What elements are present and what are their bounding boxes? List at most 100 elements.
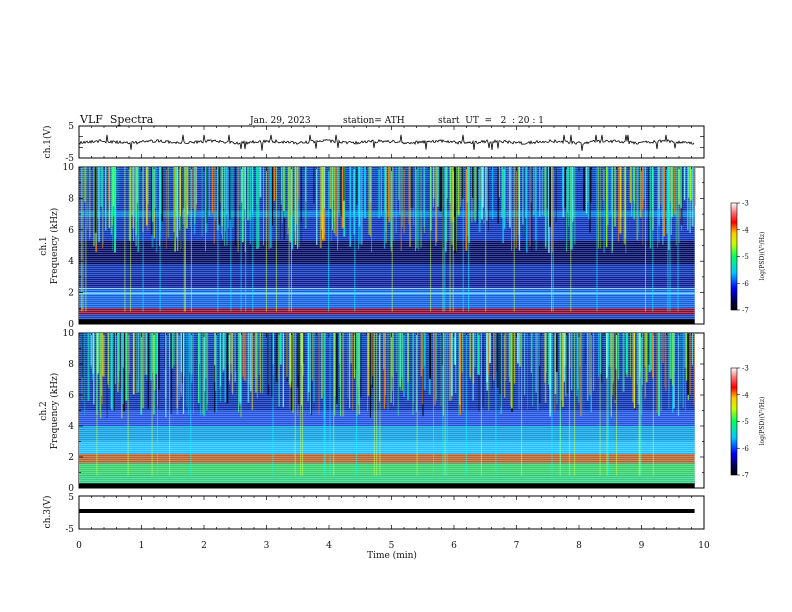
sferic-streak: [81, 333, 83, 377]
sferic-streak: [267, 333, 270, 395]
sferic-spike: [485, 167, 487, 312]
sferic-streak: [565, 333, 567, 397]
sferic-spike: [570, 167, 572, 312]
sferic-streak: [645, 333, 647, 398]
sferic-streak: [117, 167, 119, 205]
sferic-streak: [504, 167, 506, 210]
sferic-streak: [292, 333, 294, 413]
sferic-streak: [684, 333, 686, 412]
sferic-streak: [316, 167, 318, 245]
sferic-streak: [119, 333, 121, 389]
sferic-streak: [524, 333, 526, 396]
sferic-streak: [337, 167, 339, 244]
sferic-streak: [530, 167, 532, 203]
sferic-spike: [446, 333, 448, 476]
sferic-streak: [341, 167, 344, 229]
sferic-streak: [609, 333, 611, 408]
sferic-streak: [642, 167, 645, 200]
sferic-streak: [226, 167, 228, 215]
sferic-streak: [584, 333, 586, 365]
sferic-streak: [446, 167, 448, 243]
sferic-streak: [680, 167, 682, 209]
x-tick-label: 4: [326, 541, 332, 551]
sferic-streak: [331, 167, 332, 241]
sferic-streak: [535, 333, 537, 393]
sferic-spike: [184, 167, 186, 312]
sferic-streak: [364, 167, 366, 219]
sferic-streak: [359, 167, 361, 244]
sferic-streak: [645, 333, 648, 383]
x-tick-label: 6: [451, 541, 457, 551]
sferic-streak: [118, 333, 120, 371]
sferic-streak: [260, 333, 261, 393]
sferic-streak: [221, 167, 223, 227]
sferic-streak: [637, 333, 640, 404]
sferic-streak: [333, 167, 335, 201]
sferic-streak: [256, 333, 257, 378]
sferic-streak: [232, 167, 234, 228]
sferic-streak: [436, 167, 439, 207]
sferic-streak: [474, 167, 477, 200]
sferic-streak: [618, 167, 620, 242]
sferic-spike: [230, 167, 232, 312]
waveform-ch3-trace: [79, 509, 695, 513]
sferic-streak: [121, 333, 123, 419]
sferic-streak: [629, 167, 632, 203]
sferic-streak: [222, 167, 223, 240]
sferic-streak: [226, 167, 228, 246]
sferic-streak: [203, 333, 206, 417]
sferic-streak: [571, 167, 573, 250]
sferic-streak: [99, 333, 101, 411]
sferic-streak: [587, 333, 588, 381]
sferic-streak: [666, 167, 669, 234]
sferic-streak: [650, 333, 652, 364]
sferic-streak: [102, 167, 104, 245]
sferic-streak: [311, 333, 314, 381]
x-tick-label: 8: [576, 541, 582, 551]
sferic-streak: [221, 167, 222, 235]
sferic-streak: [100, 333, 102, 419]
sferic-streak: [561, 333, 564, 408]
sferic-spike: [294, 333, 296, 476]
sferic-streak: [503, 167, 505, 220]
sferic-streak: [131, 167, 133, 215]
colorbar-ch1-label: log(PSD)(V²/Hz): [759, 232, 766, 281]
sferic-streak: [287, 167, 289, 235]
sferic-streak: [636, 167, 638, 241]
sferic-streak: [589, 167, 591, 233]
sferic-spike: [379, 333, 381, 476]
colorbar-ch1: [730, 202, 738, 311]
sferic-streak: [297, 333, 300, 405]
sferic-streak: [457, 167, 460, 216]
sferic-streak: [369, 167, 372, 203]
sferic-streak: [611, 167, 613, 254]
sferic-streak: [610, 167, 612, 215]
sferic-streak: [155, 167, 158, 253]
sferic-streak: [258, 167, 260, 248]
sferic-spike: [391, 167, 393, 312]
y-tick-label: 4: [68, 257, 74, 267]
sferic-streak: [390, 167, 392, 248]
sferic-streak: [571, 333, 573, 390]
sferic-streak: [648, 167, 650, 247]
sferic-streak: [286, 333, 288, 378]
sferic-streak: [644, 333, 646, 400]
sferic-streak: [637, 167, 639, 242]
sferic-streak: [84, 333, 86, 416]
sferic-streak: [90, 333, 92, 369]
sferic-streak: [420, 167, 422, 248]
sferic-streak: [304, 167, 307, 229]
dc-band: [79, 319, 695, 324]
sferic-streak: [118, 333, 120, 383]
sferic-streak: [415, 167, 416, 252]
sferic-spike: [130, 167, 132, 312]
sferic-streak: [504, 333, 506, 398]
sferic-streak: [470, 333, 472, 380]
sferic-streak: [100, 167, 103, 207]
sferic-spike: [96, 333, 98, 476]
sferic-streak: [310, 333, 313, 416]
sferic-streak: [509, 333, 511, 383]
sferic-streak: [152, 333, 154, 373]
sferic-streak: [614, 167, 617, 227]
